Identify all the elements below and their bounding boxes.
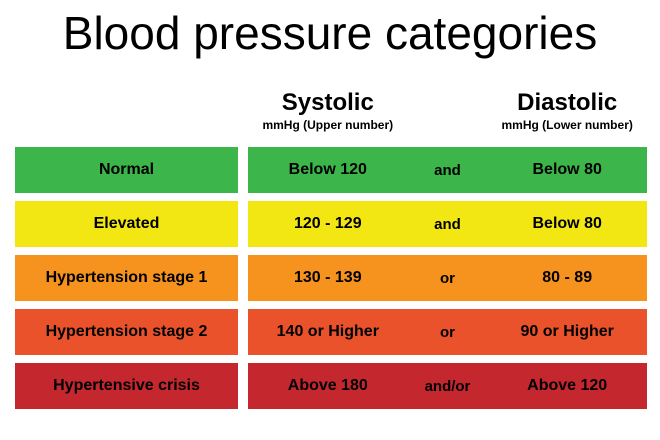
systolic-subtitle: mmHg (Upper number) <box>262 118 394 133</box>
values-cell: 120 - 129 and Below 80 <box>248 201 647 247</box>
table-row-hypertension-stage-2: Hypertension stage 2 140 or Higher or 90… <box>15 309 647 355</box>
systolic-column-header: Systolic mmHg (Upper number) <box>248 89 408 133</box>
diastolic-value: Below 80 <box>532 161 602 178</box>
table-row-normal: Normal Below 120 and Below 80 <box>15 147 647 193</box>
column-headers: Systolic mmHg (Upper number) Diastolic m… <box>248 89 647 133</box>
category-cell: Elevated <box>15 201 238 247</box>
table-row-hypertensive-crisis: Hypertensive crisis Above 180 and/or Abo… <box>15 363 647 409</box>
systolic-value: 130 - 139 <box>293 269 362 286</box>
category-cell: Hypertension stage 1 <box>15 255 238 301</box>
header-spacer <box>408 90 488 132</box>
conjunction: and/or <box>424 377 471 395</box>
diastolic-value: Below 80 <box>532 215 602 232</box>
diastolic-subtitle: mmHg (Lower number) <box>501 118 633 133</box>
category-cell: Hypertensive crisis <box>15 363 238 409</box>
table-row-elevated: Elevated 120 - 129 and Below 80 <box>15 201 647 247</box>
conjunction: or <box>439 269 455 287</box>
systolic-value: 140 or Higher <box>276 323 379 340</box>
values-cell: Below 120 and Below 80 <box>248 147 647 193</box>
values-cell: 130 - 139 or 80 - 89 <box>248 255 647 301</box>
diastolic-column-header: Diastolic mmHg (Lower number) <box>487 89 647 133</box>
values-cell: 140 or Higher or 90 or Higher <box>248 309 647 355</box>
diastolic-value: 90 or Higher <box>520 323 614 340</box>
diastolic-label: Diastolic <box>517 89 618 116</box>
category-cell: Hypertension stage 2 <box>15 309 238 355</box>
systolic-value: 120 - 129 <box>293 215 362 232</box>
conjunction: and <box>434 215 461 233</box>
systolic-label: Systolic <box>281 89 374 116</box>
systolic-value: Above 180 <box>287 377 368 394</box>
diastolic-value: Above 120 <box>527 377 608 394</box>
conjunction: or <box>439 323 455 341</box>
values-cell: Above 180 and/or Above 120 <box>248 363 647 409</box>
systolic-value: Below 120 <box>288 161 367 178</box>
page-title: Blood pressure categories <box>62 7 598 59</box>
conjunction: and <box>434 161 461 179</box>
diastolic-value: 80 - 89 <box>542 269 593 286</box>
category-cell: Normal <box>15 147 238 193</box>
category-table: Normal Below 120 and Below 80 Elevated 1… <box>15 147 647 409</box>
table-row-hypertension-stage-1: Hypertension stage 1 130 - 139 or 80 - 8… <box>15 255 647 301</box>
